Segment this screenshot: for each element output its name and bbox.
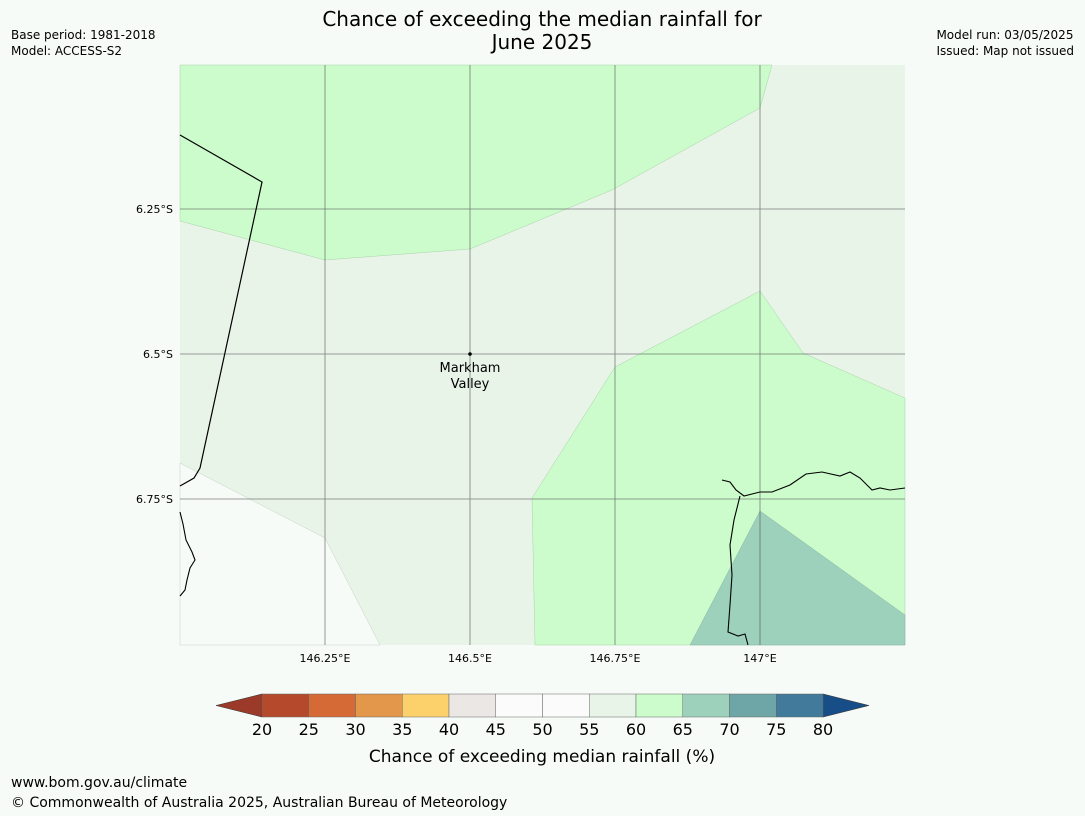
title-line-1: Chance of exceeding the median rainfall …	[322, 7, 762, 31]
issued-status: Issued: Map not issued	[936, 44, 1074, 58]
lat-label: 6.75°S	[136, 493, 173, 506]
colorbar-cell	[402, 693, 450, 718]
title-line-2: June 2025	[491, 30, 593, 54]
colorbar: 20 25 30 35 40 45 50 55 60 65 70 75 80	[215, 693, 870, 739]
colorbar-cell	[682, 693, 730, 718]
colorbar-tick-label: 45	[486, 720, 506, 739]
river-line	[727, 495, 749, 646]
lat-label: 6.25°S	[136, 203, 173, 216]
colorbar-tick-label: 75	[766, 720, 786, 739]
colorbar-cell	[729, 693, 777, 718]
lon-label: 146.75°E	[590, 652, 641, 665]
colorbar-tick-label: 35	[392, 720, 412, 739]
map-title: Chance of exceeding the median rainfall …	[242, 8, 842, 54]
colorbar-cell	[635, 693, 683, 718]
place-label-line-2: Valley	[451, 377, 490, 392]
colorbar-high-extend	[822, 693, 870, 718]
map-area: Markham Valley	[179, 64, 906, 646]
footer-url[interactable]: www.bom.gov.au/climate	[11, 775, 188, 791]
axis-labels: 6.25°S 6.5°S 6.75°S 146.25°E 146.5°E 146…	[136, 203, 777, 665]
colorbar-tick-label: 40	[439, 720, 459, 739]
region-50-55	[179, 462, 381, 646]
colorbar-cell	[261, 693, 309, 718]
coastline-east	[721, 471, 906, 497]
place-marker	[468, 352, 472, 356]
colorbar-tick-label: 65	[673, 720, 693, 739]
colorbar-tick-label: 50	[532, 720, 552, 739]
colorbar-tick-label: 25	[299, 720, 319, 739]
region-60-65-north	[179, 64, 773, 261]
colorbar-cell	[542, 693, 590, 718]
coastline-west	[179, 511, 196, 597]
colorbar-tick-label: 20	[252, 720, 272, 739]
graticule	[180, 65, 905, 645]
region-65-70	[689, 510, 906, 646]
lon-label: 147°E	[743, 652, 776, 665]
colorbar-cell	[495, 693, 543, 718]
model-name: Model: ACCESS-S2	[11, 44, 123, 58]
base-period: Base period: 1981-2018	[11, 28, 156, 42]
colorbar-tick-label: 55	[579, 720, 599, 739]
colorbar-cell	[776, 693, 824, 718]
meta-right: Model run: 03/05/2025 Issued: Map not is…	[936, 27, 1074, 59]
colorbar-tick-label: 80	[813, 720, 833, 739]
colorbar-cell	[589, 693, 637, 718]
meta-left: Base period: 1981-2018 Model: ACCESS-S2	[11, 27, 156, 59]
lon-label: 146.25°E	[300, 652, 351, 665]
model-run: Model run: 03/05/2025	[936, 28, 1074, 42]
place-label-line-1: Markham	[440, 361, 501, 376]
colorbar-label: Chance of exceeding median rainfall (%)	[369, 747, 715, 767]
colorbar-tick-label: 70	[719, 720, 739, 739]
colorbar-cell	[448, 693, 496, 718]
colorbar-tick-label: 30	[345, 720, 365, 739]
colorbar-low-extend	[215, 693, 263, 718]
footer-copyright: © Commonwealth of Australia 2025, Austra…	[11, 795, 508, 811]
colorbar-cell	[355, 693, 403, 718]
colorbar-tick-label: 60	[626, 720, 646, 739]
border-line	[179, 134, 263, 487]
lon-label: 146.5°E	[448, 652, 492, 665]
lat-label: 6.5°S	[143, 348, 173, 361]
colorbar-cell	[308, 693, 356, 718]
